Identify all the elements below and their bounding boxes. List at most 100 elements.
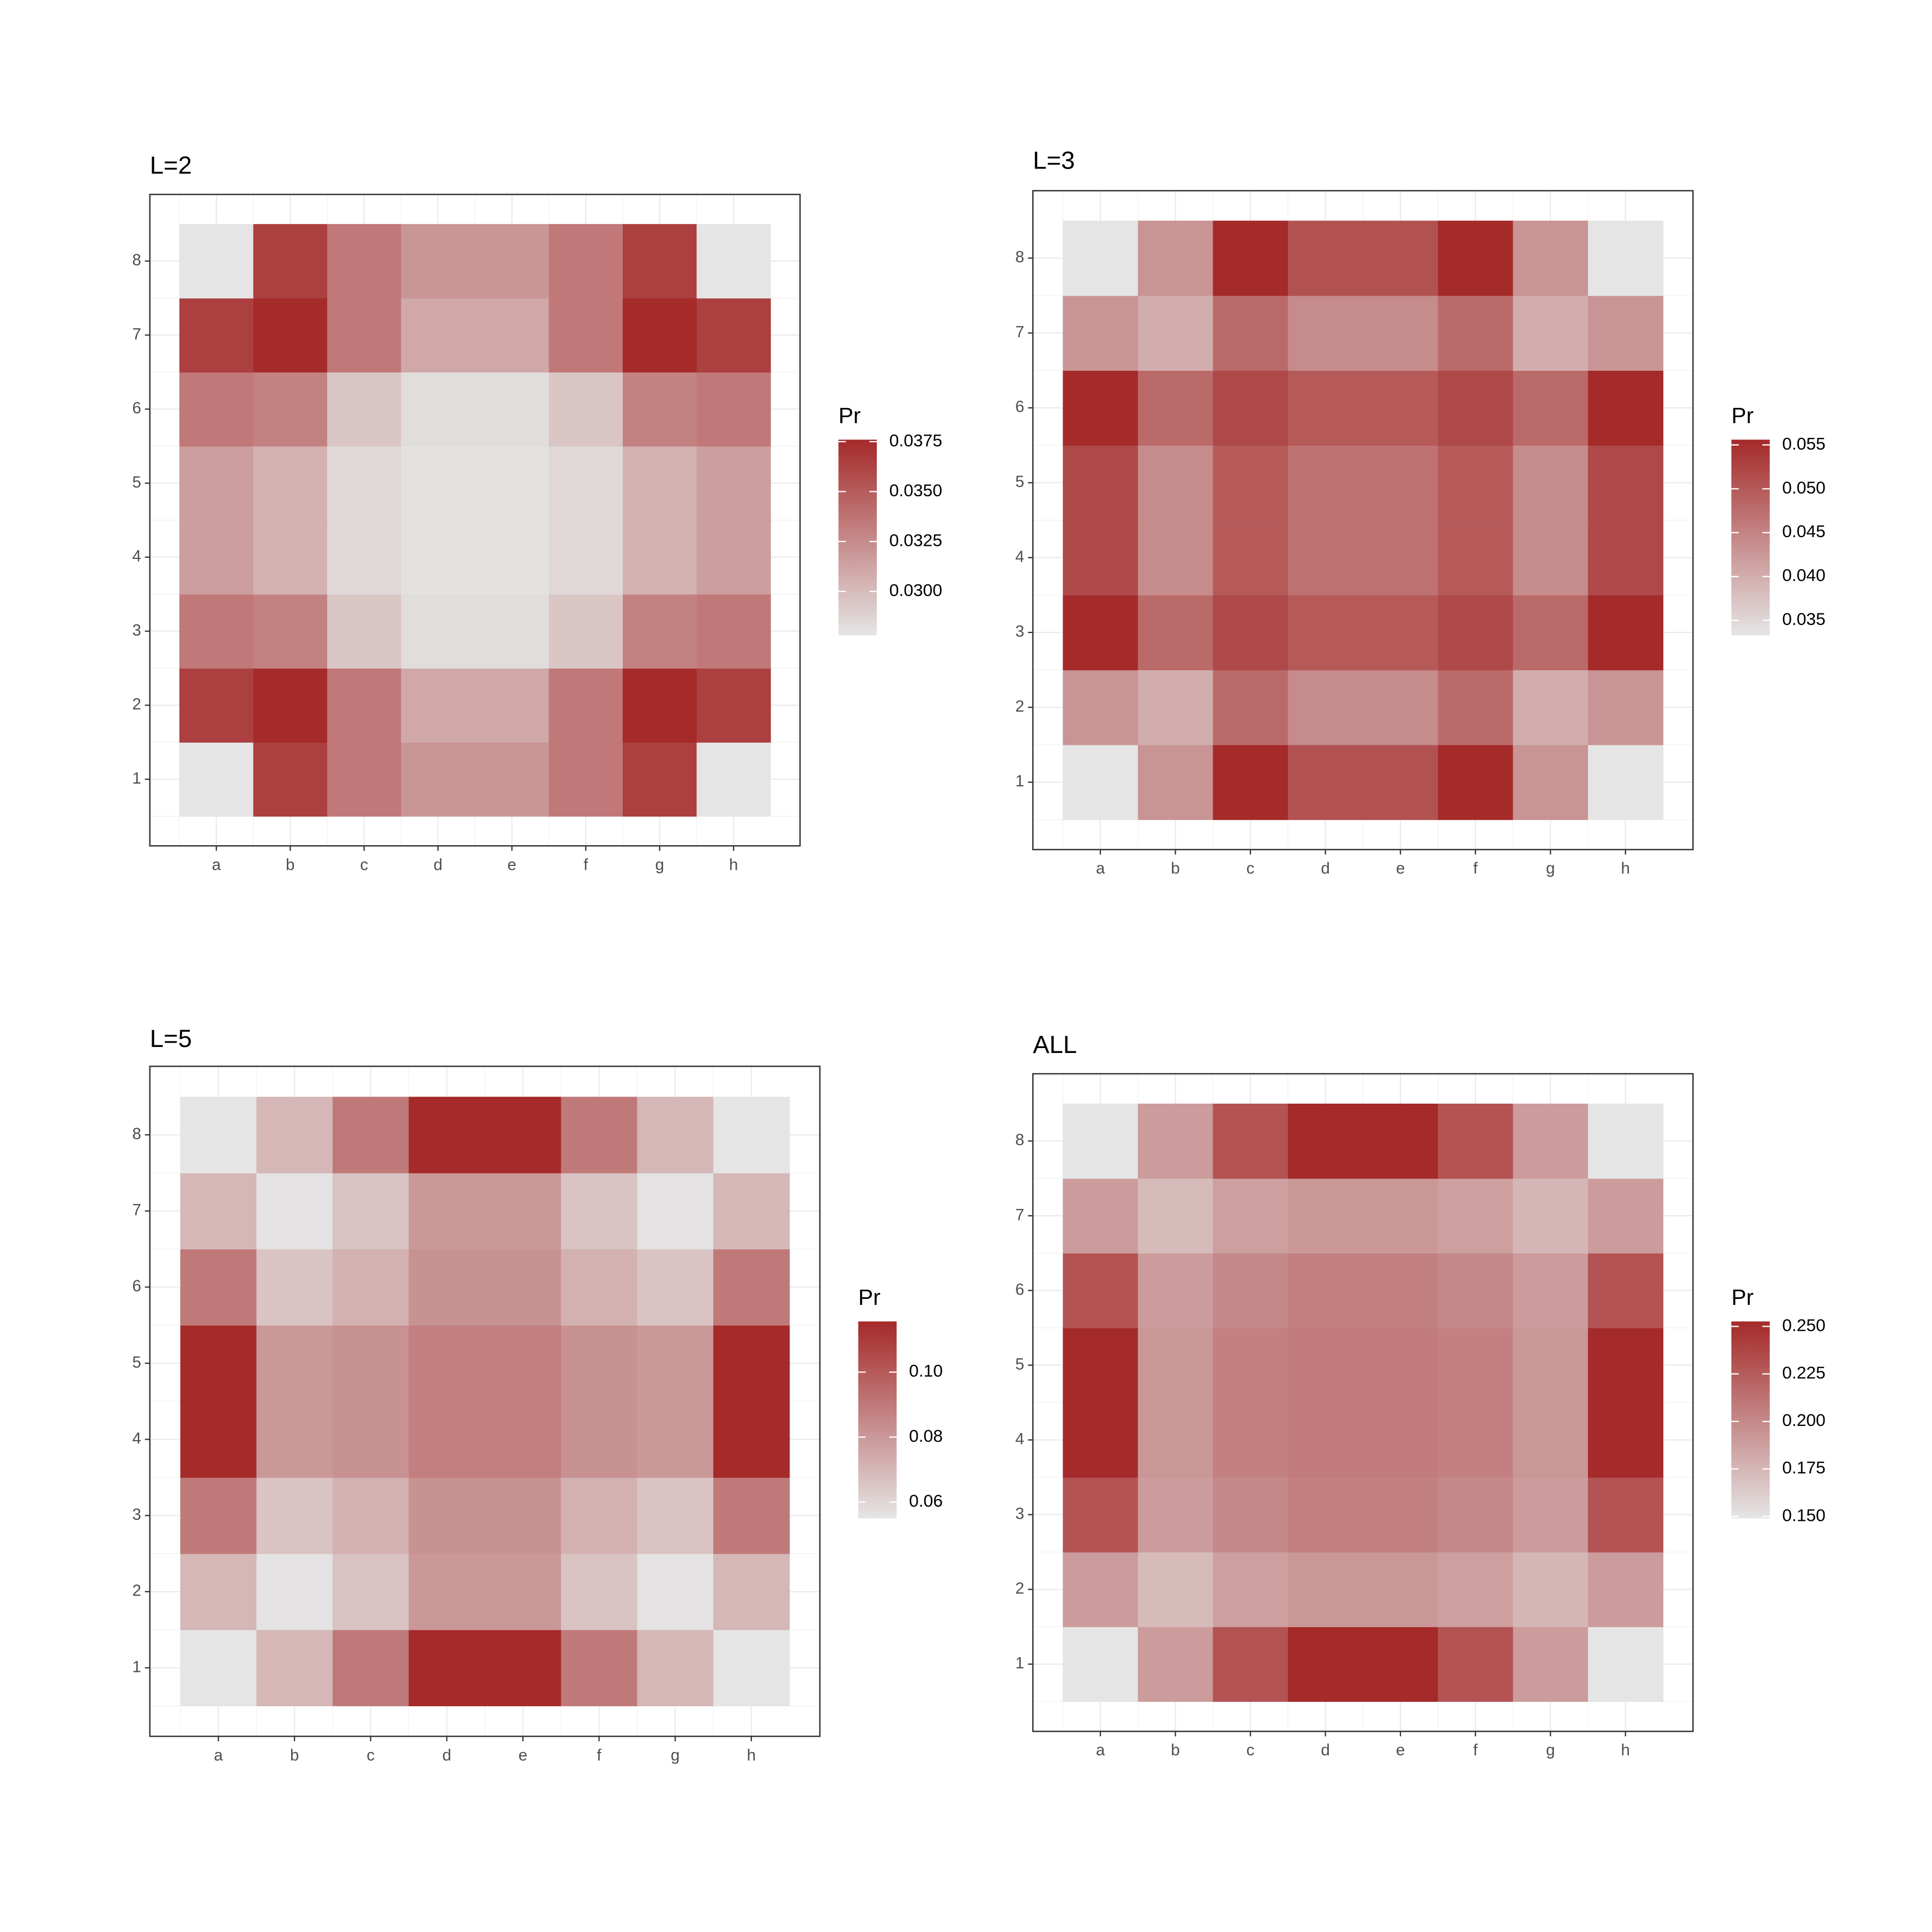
tile bbox=[253, 224, 328, 299]
tile bbox=[180, 1401, 257, 1478]
tile bbox=[1363, 595, 1439, 671]
tile bbox=[256, 1172, 333, 1250]
tile bbox=[1588, 595, 1664, 671]
tile bbox=[1137, 1552, 1213, 1627]
y-tick-label: 8 bbox=[132, 251, 141, 269]
y-tick-label: 6 bbox=[1015, 1280, 1024, 1298]
tile bbox=[179, 372, 254, 447]
colorbar-tick-label: 0.0300 bbox=[889, 580, 942, 600]
tile bbox=[256, 1249, 333, 1326]
tile bbox=[1588, 295, 1664, 371]
x-tick-label: d bbox=[434, 856, 442, 874]
tile bbox=[408, 1477, 485, 1554]
x-tick-label: e bbox=[1396, 1741, 1405, 1759]
tile bbox=[1437, 1178, 1514, 1254]
tile bbox=[1213, 744, 1289, 820]
x-tick-label: c bbox=[360, 856, 368, 874]
y-tick-label: 2 bbox=[132, 1582, 141, 1600]
tile bbox=[622, 224, 697, 299]
tile bbox=[179, 446, 254, 521]
y-tick-label: 8 bbox=[132, 1125, 141, 1143]
tile bbox=[1063, 1103, 1139, 1179]
tile bbox=[1437, 445, 1514, 521]
y-tick-label: 5 bbox=[1015, 473, 1024, 491]
y-tick-label: 7 bbox=[132, 325, 141, 343]
tile bbox=[474, 298, 550, 373]
colorbar-tick-label: 0.045 bbox=[1782, 521, 1826, 541]
colorbar-tick-label: 0.175 bbox=[1782, 1458, 1826, 1477]
tile bbox=[696, 224, 771, 299]
tile bbox=[332, 1477, 410, 1554]
tile bbox=[474, 594, 550, 669]
tile bbox=[696, 446, 771, 521]
tile bbox=[332, 1249, 410, 1326]
tile bbox=[1137, 670, 1213, 745]
x-tick-label: a bbox=[212, 856, 221, 874]
tile bbox=[549, 372, 623, 447]
x-tick-label: e bbox=[519, 1746, 527, 1764]
x-tick-label: e bbox=[1396, 859, 1405, 877]
tile bbox=[713, 1401, 790, 1478]
legend-title: Pr bbox=[1731, 403, 1754, 428]
x-tick-label: g bbox=[1546, 1741, 1555, 1759]
colorbar-tick-label: 0.225 bbox=[1782, 1363, 1826, 1382]
tile bbox=[1063, 744, 1139, 820]
tile bbox=[179, 742, 254, 817]
tile bbox=[179, 224, 254, 299]
tile bbox=[253, 742, 328, 817]
y-tick-label: 5 bbox=[1015, 1355, 1024, 1373]
tile bbox=[713, 1249, 790, 1326]
x-tick-label: h bbox=[1621, 1741, 1630, 1759]
tile bbox=[474, 224, 550, 299]
panel-border bbox=[1032, 1073, 1694, 1732]
tile bbox=[549, 298, 623, 373]
tile bbox=[561, 1172, 638, 1250]
tile bbox=[1063, 670, 1139, 745]
tile bbox=[1437, 1103, 1514, 1179]
tile bbox=[1137, 1178, 1213, 1254]
tile bbox=[327, 372, 402, 447]
tile bbox=[180, 1172, 257, 1250]
tile bbox=[1588, 1403, 1664, 1478]
tile bbox=[561, 1554, 638, 1630]
x-tick-label: d bbox=[1321, 859, 1329, 877]
chart-title: ALL bbox=[1033, 1031, 1077, 1058]
tile bbox=[1363, 744, 1439, 820]
tile bbox=[713, 1629, 790, 1706]
tile bbox=[474, 372, 550, 447]
tile bbox=[485, 1172, 562, 1250]
tile bbox=[401, 742, 476, 817]
tile bbox=[1063, 520, 1139, 595]
tile bbox=[549, 594, 623, 669]
x-tick-label: e bbox=[508, 856, 516, 874]
tile bbox=[713, 1554, 790, 1630]
tile bbox=[1513, 445, 1588, 521]
tile bbox=[1513, 1328, 1588, 1403]
tile bbox=[1588, 1178, 1664, 1254]
y-tick-label: 6 bbox=[132, 1277, 141, 1295]
y-tick-label: 3 bbox=[132, 1506, 141, 1524]
tile bbox=[637, 1401, 714, 1478]
y-tick-label: 4 bbox=[132, 547, 141, 565]
tile bbox=[401, 520, 476, 595]
tile bbox=[408, 1401, 485, 1478]
tile bbox=[1513, 520, 1588, 595]
tile bbox=[408, 1172, 485, 1250]
x-tick-label: a bbox=[1096, 859, 1105, 877]
tile bbox=[332, 1554, 410, 1630]
tile bbox=[713, 1325, 790, 1402]
tile bbox=[1513, 744, 1588, 820]
tile bbox=[1363, 1253, 1439, 1328]
tile bbox=[485, 1325, 562, 1402]
tile bbox=[253, 372, 328, 447]
x-tick-label: b bbox=[1171, 1741, 1179, 1759]
x-tick-label: b bbox=[290, 1746, 299, 1764]
tile bbox=[713, 1097, 790, 1173]
colorbar bbox=[858, 1321, 897, 1519]
x-tick-label: g bbox=[1546, 859, 1555, 877]
legend-title: Pr bbox=[1731, 1285, 1754, 1310]
tile bbox=[1588, 1552, 1664, 1627]
tile bbox=[1137, 1328, 1213, 1403]
tile bbox=[1137, 1253, 1213, 1328]
y-tick-label: 7 bbox=[1015, 1206, 1024, 1224]
